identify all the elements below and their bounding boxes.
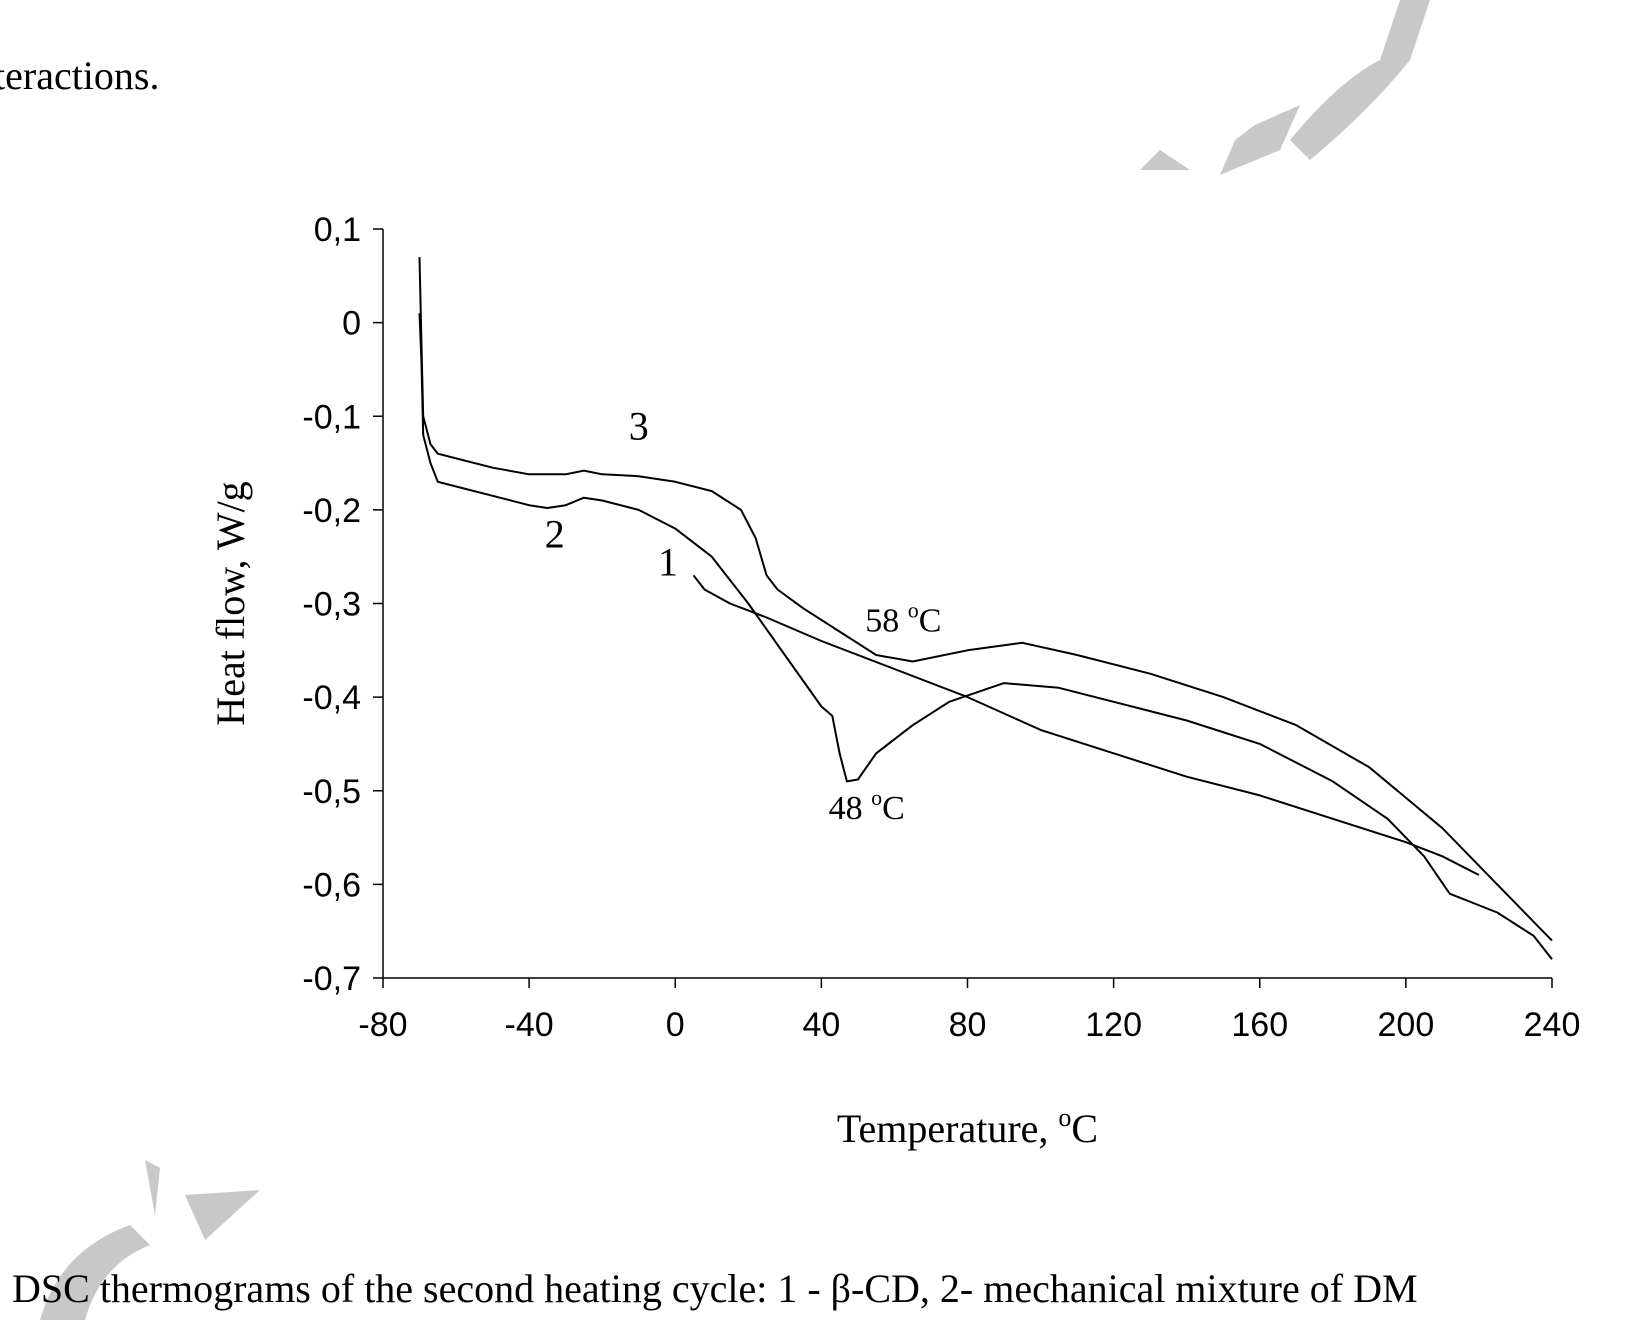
chart-series — [418, 257, 1553, 960]
watermark-shape-bottom-3 — [40, 1225, 150, 1320]
x-tick-label: 160 — [1231, 1006, 1288, 1044]
y-tick-label: -0,7 — [302, 960, 361, 998]
x-tick-label: 40 — [802, 1006, 840, 1044]
watermark-shape-top-3 — [1140, 150, 1190, 170]
x-tick-label: 120 — [1085, 1006, 1142, 1044]
watermark-shape-bottom-2 — [185, 1190, 260, 1240]
x-axis-title: Temperature, oC — [837, 1103, 1098, 1151]
series-line-1 — [692, 574, 1480, 876]
x-tick-label: 240 — [1524, 1006, 1581, 1044]
x-tick-label: 80 — [949, 1006, 987, 1044]
series-label-3: 3 — [629, 404, 649, 449]
series-line-2 — [418, 313, 1553, 960]
y-tick-label: 0 — [342, 305, 361, 343]
chart-ticks: 0,1 0 -0,1 -0,2 -0,3 -0,4 -0,5 -0,6 -0,7 -80 -40 0 4… — [208, 211, 1580, 1151]
y-tick-label: 0,1 — [314, 211, 361, 249]
y-tick-label: -0,3 — [302, 586, 361, 624]
series-label-2: 2 — [545, 511, 565, 556]
x-tick-label: 200 — [1378, 1006, 1435, 1044]
peak-annotation: 58 oC — [865, 598, 941, 640]
watermark — [40, 0, 1430, 1320]
x-tick-label: 0 — [666, 1006, 685, 1044]
y-tick-label: -0,2 — [302, 492, 361, 530]
x-tick-label: -40 — [505, 1006, 554, 1044]
chart-axes — [382, 229, 1552, 979]
watermark-shape-top — [1220, 105, 1300, 175]
y-tick-label: -0,1 — [302, 398, 361, 436]
watermark-shape-top-2 — [1290, 0, 1430, 160]
x-tick-label: -80 — [358, 1006, 407, 1044]
figure-caption: DSC thermograms of the second heating cy… — [12, 1266, 1418, 1311]
chart-annotations: 1 2 3 58 oC 48 oC — [545, 404, 942, 827]
body-text-fragment: teractions. — [0, 53, 160, 98]
series-line-3 — [418, 257, 1553, 942]
y-tick-label: -0,5 — [302, 773, 361, 811]
y-axis-title: Heat flow, W/g — [208, 481, 253, 725]
y-tick-label: -0,4 — [302, 679, 361, 717]
y-tick-label: -0,6 — [302, 866, 361, 904]
series-label-1: 1 — [658, 539, 678, 584]
watermark-shape-bottom — [145, 1160, 160, 1215]
peak-annotation: 48 oC — [829, 785, 905, 827]
